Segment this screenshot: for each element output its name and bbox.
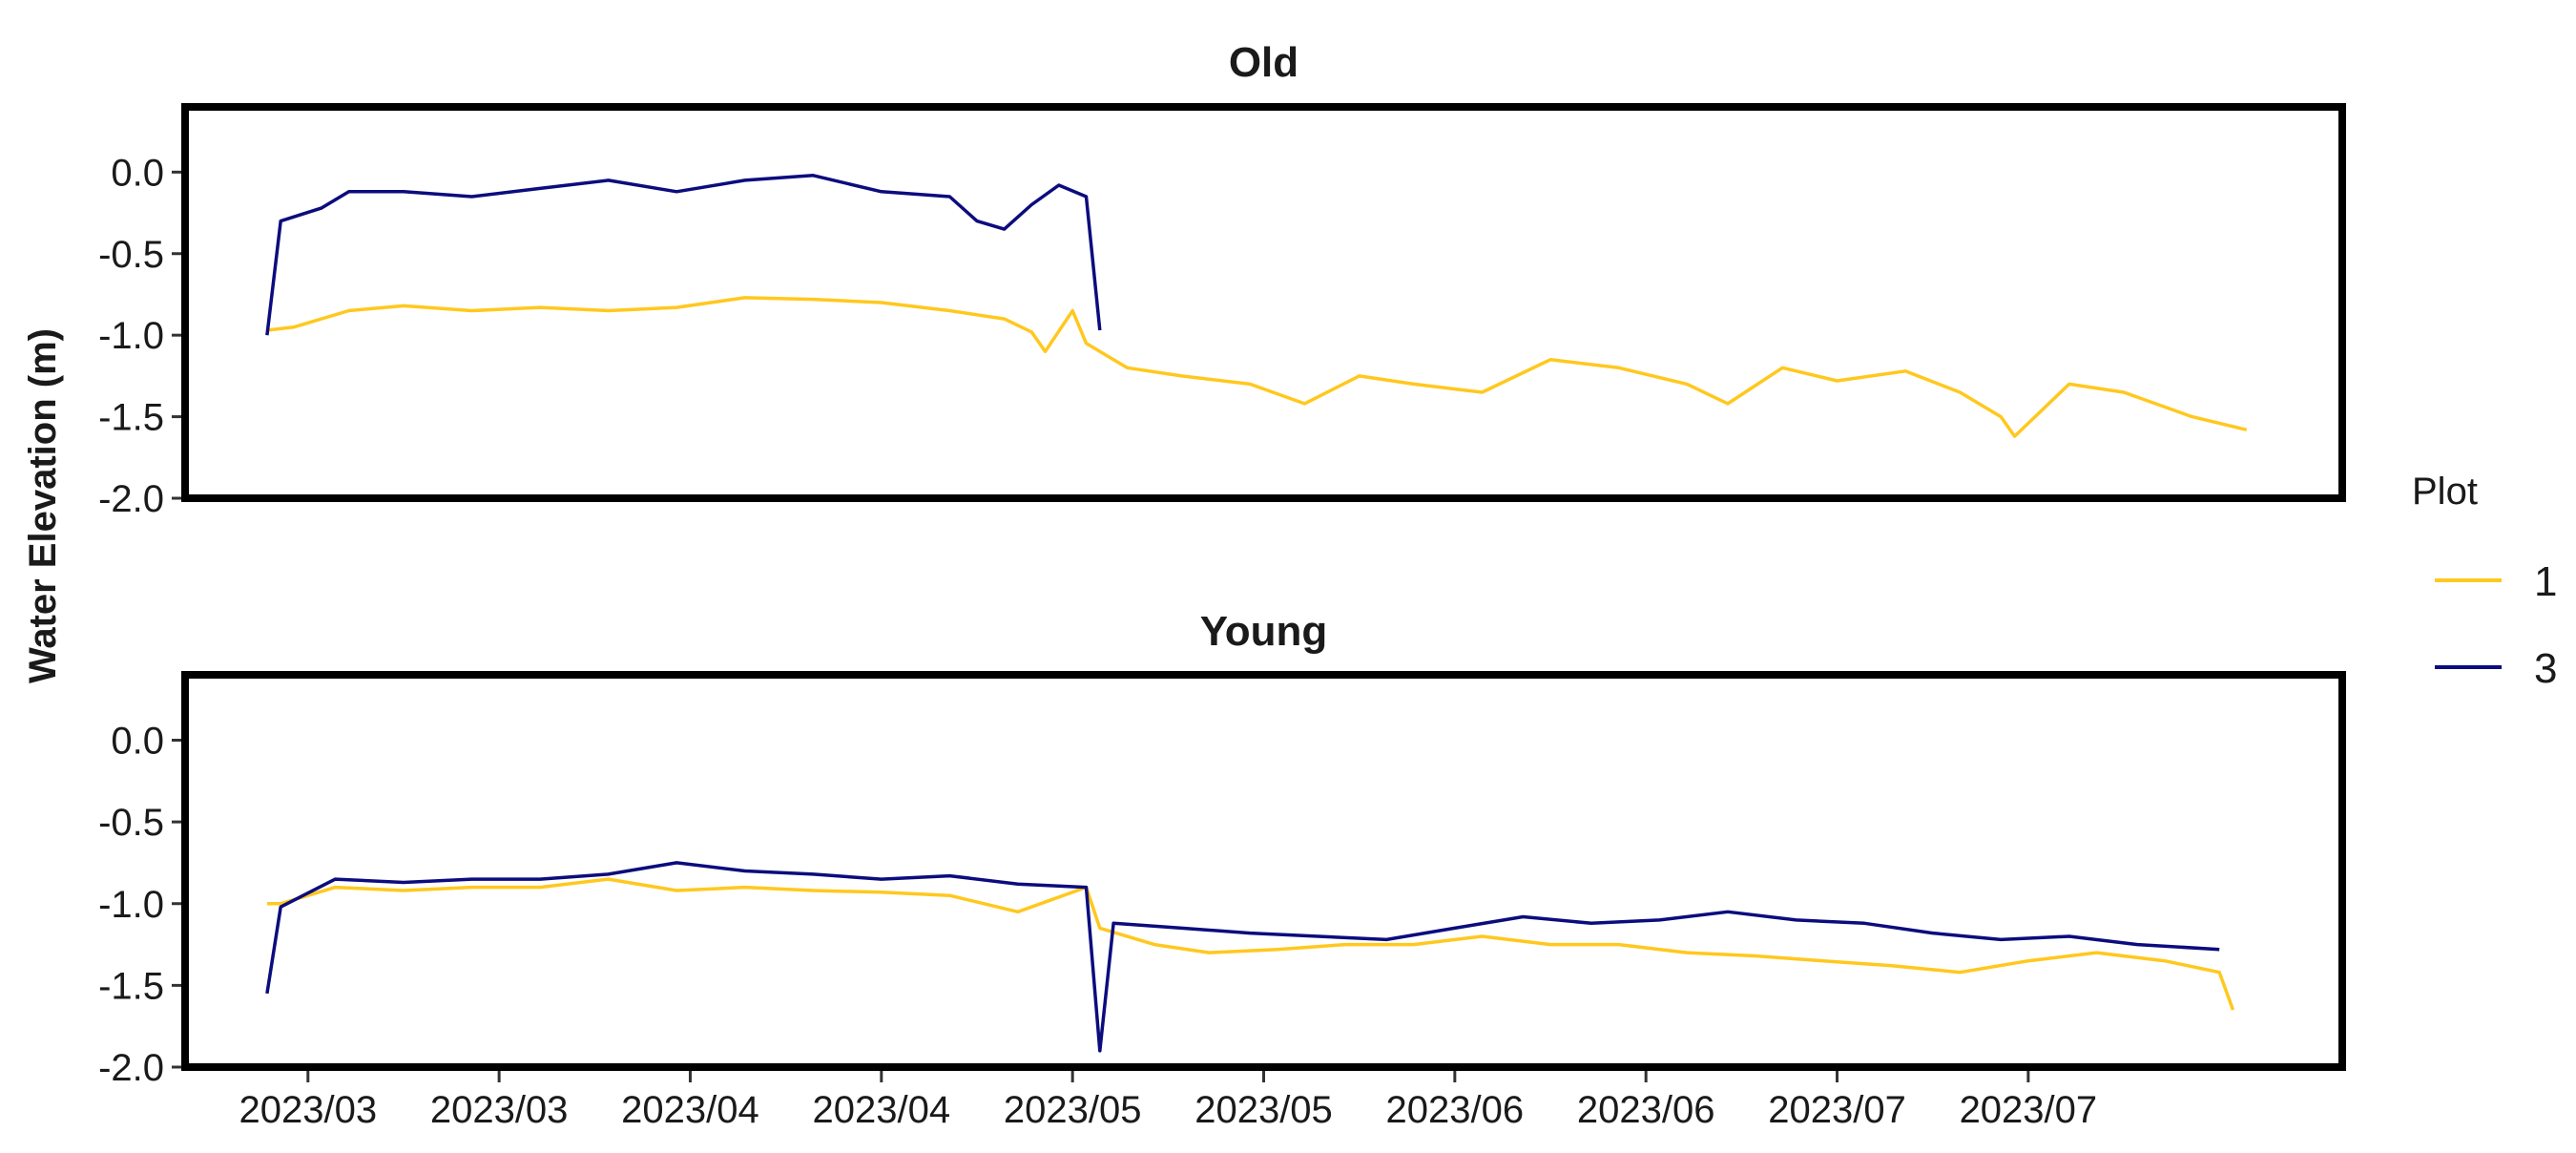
x-tick-label: 2023/03 bbox=[430, 1089, 569, 1131]
panel-title: Old bbox=[1229, 39, 1298, 86]
legend: Plot 1 3 bbox=[2412, 471, 2557, 692]
panel-border bbox=[181, 103, 2346, 502]
y-tick-label: -1.0 bbox=[98, 884, 164, 926]
x-tick-label: 2023/04 bbox=[621, 1089, 759, 1131]
panel-old: Old 0.0 -0.5 -1.0 -1.5 -2.0 bbox=[98, 39, 2346, 520]
legend-entry-plot-1: 1 bbox=[2435, 558, 2557, 605]
series-line-plot-3 bbox=[265, 861, 2220, 1053]
y-tick-label: -2.0 bbox=[98, 478, 164, 520]
x-tick-label: 2023/04 bbox=[813, 1089, 951, 1131]
legend-label: 1 bbox=[2534, 558, 2557, 605]
x-tick-label: 2023/06 bbox=[1577, 1089, 1715, 1131]
y-tick-label: -1.5 bbox=[98, 965, 164, 1007]
series-line-plot-3 bbox=[265, 174, 1102, 336]
y-tick-label: -1.5 bbox=[98, 397, 164, 439]
x-tick-label: 2023/03 bbox=[239, 1089, 377, 1131]
panel-border bbox=[181, 671, 2346, 1071]
y-tick-label: -0.5 bbox=[98, 802, 164, 844]
panel-title: Young bbox=[1200, 608, 1328, 655]
y-tick-label: -2.0 bbox=[98, 1047, 164, 1089]
legend-entry-plot-3: 3 bbox=[2435, 645, 2557, 692]
legend-title: Plot bbox=[2412, 471, 2478, 513]
y-tick-label: 0.0 bbox=[111, 152, 164, 194]
x-tick-label: 2023/05 bbox=[1195, 1089, 1333, 1131]
series-line-plot-1 bbox=[266, 296, 2248, 438]
x-tick-label: 2023/05 bbox=[1004, 1089, 1142, 1131]
x-tick-label: 2023/07 bbox=[1960, 1089, 2098, 1131]
series-line-plot-1 bbox=[266, 877, 2235, 1011]
x-tick-label: 2023/07 bbox=[1768, 1089, 1906, 1131]
y-tick-label: 0.0 bbox=[111, 721, 164, 763]
y-axis-title: Water Elevation (m) bbox=[22, 328, 64, 683]
x-tick-label: 2023/06 bbox=[1386, 1089, 1525, 1131]
legend-label: 3 bbox=[2534, 645, 2557, 692]
panel-young: Young 0.0 -0.5 -1.0 -1.5 -2.0 2023/03 2023/03 20… bbox=[98, 608, 2346, 1131]
y-tick-label: -0.5 bbox=[98, 234, 164, 276]
y-tick-label: -1.0 bbox=[98, 315, 164, 357]
